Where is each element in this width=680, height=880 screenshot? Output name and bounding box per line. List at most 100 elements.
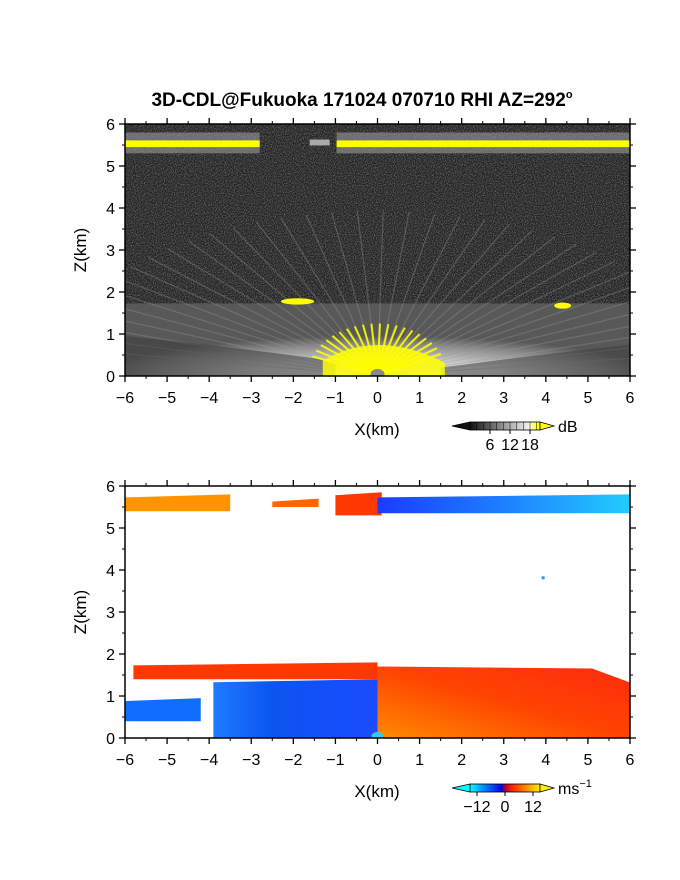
strong-echo-ray: [353, 325, 379, 376]
cloud-fragment: [309, 139, 330, 146]
x-tick-label: −3: [242, 390, 260, 407]
y-tick-label: 5: [106, 159, 115, 176]
panel2-colorbar: −12 0 12 ms−1: [451, 778, 592, 816]
panel2-axes: −6 −5 −4 −3 −2 −1 0 1 2 3 4 5 6 0 1 2 3 4 5 6: [106, 479, 636, 769]
y-tick-label: 6: [106, 479, 115, 496]
colorbar-bar: [469, 421, 541, 431]
x-tick-label: −1: [326, 390, 344, 407]
radar-site-marker: [370, 369, 385, 376]
y-tick-label: 1: [106, 689, 115, 706]
strong-echo-ray: [376, 329, 414, 376]
colorbar-tick-label: −12: [463, 799, 490, 816]
colorbar-unit: dB: [558, 419, 578, 436]
x-tick-label: 1: [415, 390, 424, 407]
colorbar-tick-label: 12: [524, 799, 542, 816]
panel1-colorbar: 6 12 18 dB: [451, 419, 578, 454]
layer-top-echo: [280, 298, 315, 305]
y-tick-label: 4: [106, 563, 115, 580]
strong-echo-ray: [377, 347, 438, 376]
strong-echo-ray: [312, 355, 378, 376]
strong-echo-ray: [331, 335, 379, 376]
x-tick-label: 4: [541, 390, 550, 407]
isolated-echo-speck: [541, 576, 545, 580]
panel1-plot-area: [125, 124, 630, 376]
strong-echo-ray: [345, 328, 379, 376]
cloud-layer-core: [336, 140, 630, 148]
velocity-lower-layer-west: [125, 698, 201, 722]
panel2-xlabel: X(km): [354, 782, 399, 801]
x-tick-label: 0: [373, 752, 382, 769]
panel1-axes: −6 −5 −4 −3 −2 −1 0 1 2 3 4 5 6 0 1 2 3 4 5 6: [106, 117, 636, 407]
y-tick-label: 6: [106, 117, 115, 134]
colorbar-bar: [469, 783, 541, 793]
y-tick-label: 4: [106, 201, 115, 218]
strong-echo-ray: [338, 331, 379, 376]
colorbar-high-triangle: [539, 421, 556, 431]
velocity-lower-layer-west: [213, 679, 378, 738]
velocity-upper-layer: [125, 494, 231, 512]
x-tick-label: 2: [457, 752, 466, 769]
strong-echo-ray: [376, 342, 433, 376]
strong-echo-ray: [377, 352, 442, 376]
radar-site-velocity-marker: [371, 732, 384, 738]
strong-echo-ray: [361, 324, 379, 376]
strong-echo-ray: [376, 325, 398, 376]
x-tick-label: 5: [583, 390, 592, 407]
x-tick-label: −6: [116, 752, 134, 769]
x-tick-label: −4: [200, 752, 218, 769]
panel1-ylabel: Z(km): [71, 228, 90, 272]
colorbar-low-triangle: [451, 783, 471, 793]
colorbar-tick-label: 18: [521, 437, 539, 454]
y-tick-label: 2: [106, 285, 115, 302]
colorbar-unit-exponent: −1: [579, 778, 592, 790]
low-level-shadow-west: [125, 336, 336, 376]
figure-title: 3D-CDL@Fukuoka 171024 070710 RHI AZ=292o: [151, 89, 572, 111]
velocity-upper-layer: [272, 498, 319, 507]
x-tick-label: −5: [158, 752, 176, 769]
title-degree-superscript: o: [566, 89, 573, 101]
low-level-shadow-east: [440, 344, 630, 376]
y-tick-label: 1: [106, 327, 115, 344]
strong-echo-ray: [315, 349, 378, 376]
strong-echo-ray: [325, 339, 379, 376]
strong-echo-ray: [370, 323, 379, 376]
panel2-plot-area: [125, 486, 630, 738]
x-tick-label: 1: [415, 752, 424, 769]
velocity-lower-layer-top-west: [133, 662, 378, 680]
x-tick-label: −2: [284, 752, 302, 769]
y-tick-label: 3: [106, 243, 115, 260]
x-tick-label: −2: [284, 390, 302, 407]
x-tick-label: −6: [116, 390, 134, 407]
colorbar-tick-label: 6: [486, 437, 495, 454]
x-tick-label: 3: [499, 752, 508, 769]
strong-echo-ray: [320, 344, 378, 376]
y-tick-label: 5: [106, 521, 115, 538]
strong-echo-ray: [376, 327, 406, 376]
colorbar-tick-label: 0: [501, 799, 510, 816]
y-tick-label: 2: [106, 647, 115, 664]
y-tick-label: 0: [106, 731, 115, 748]
x-tick-label: 6: [626, 752, 635, 769]
figure-title-text: 3D-CDL@Fukuoka 171024 070710 RHI AZ=292: [151, 90, 565, 111]
strong-echo-ray: [376, 323, 381, 376]
x-tick-label: −4: [200, 390, 218, 407]
velocity-lower-layer-east: [377, 666, 630, 738]
colorbar-unit: ms−1: [558, 778, 592, 798]
colorbar-high-triangle: [539, 783, 556, 793]
velocity-upper-layer: [335, 492, 382, 516]
panel2-velocity-shapes: [125, 492, 630, 738]
y-tick-label: 0: [106, 369, 115, 386]
x-tick-label: 2: [457, 390, 466, 407]
x-tick-label: 6: [626, 390, 635, 407]
strong-echo-ray: [376, 333, 421, 376]
colorbar-low-triangle: [451, 421, 471, 431]
cloud-layer-core: [125, 140, 260, 148]
x-tick-label: −1: [326, 752, 344, 769]
x-tick-label: 0: [373, 390, 382, 407]
layer-top-echo: [554, 302, 572, 309]
x-tick-label: 3: [499, 390, 508, 407]
x-tick-label: −3: [242, 752, 260, 769]
